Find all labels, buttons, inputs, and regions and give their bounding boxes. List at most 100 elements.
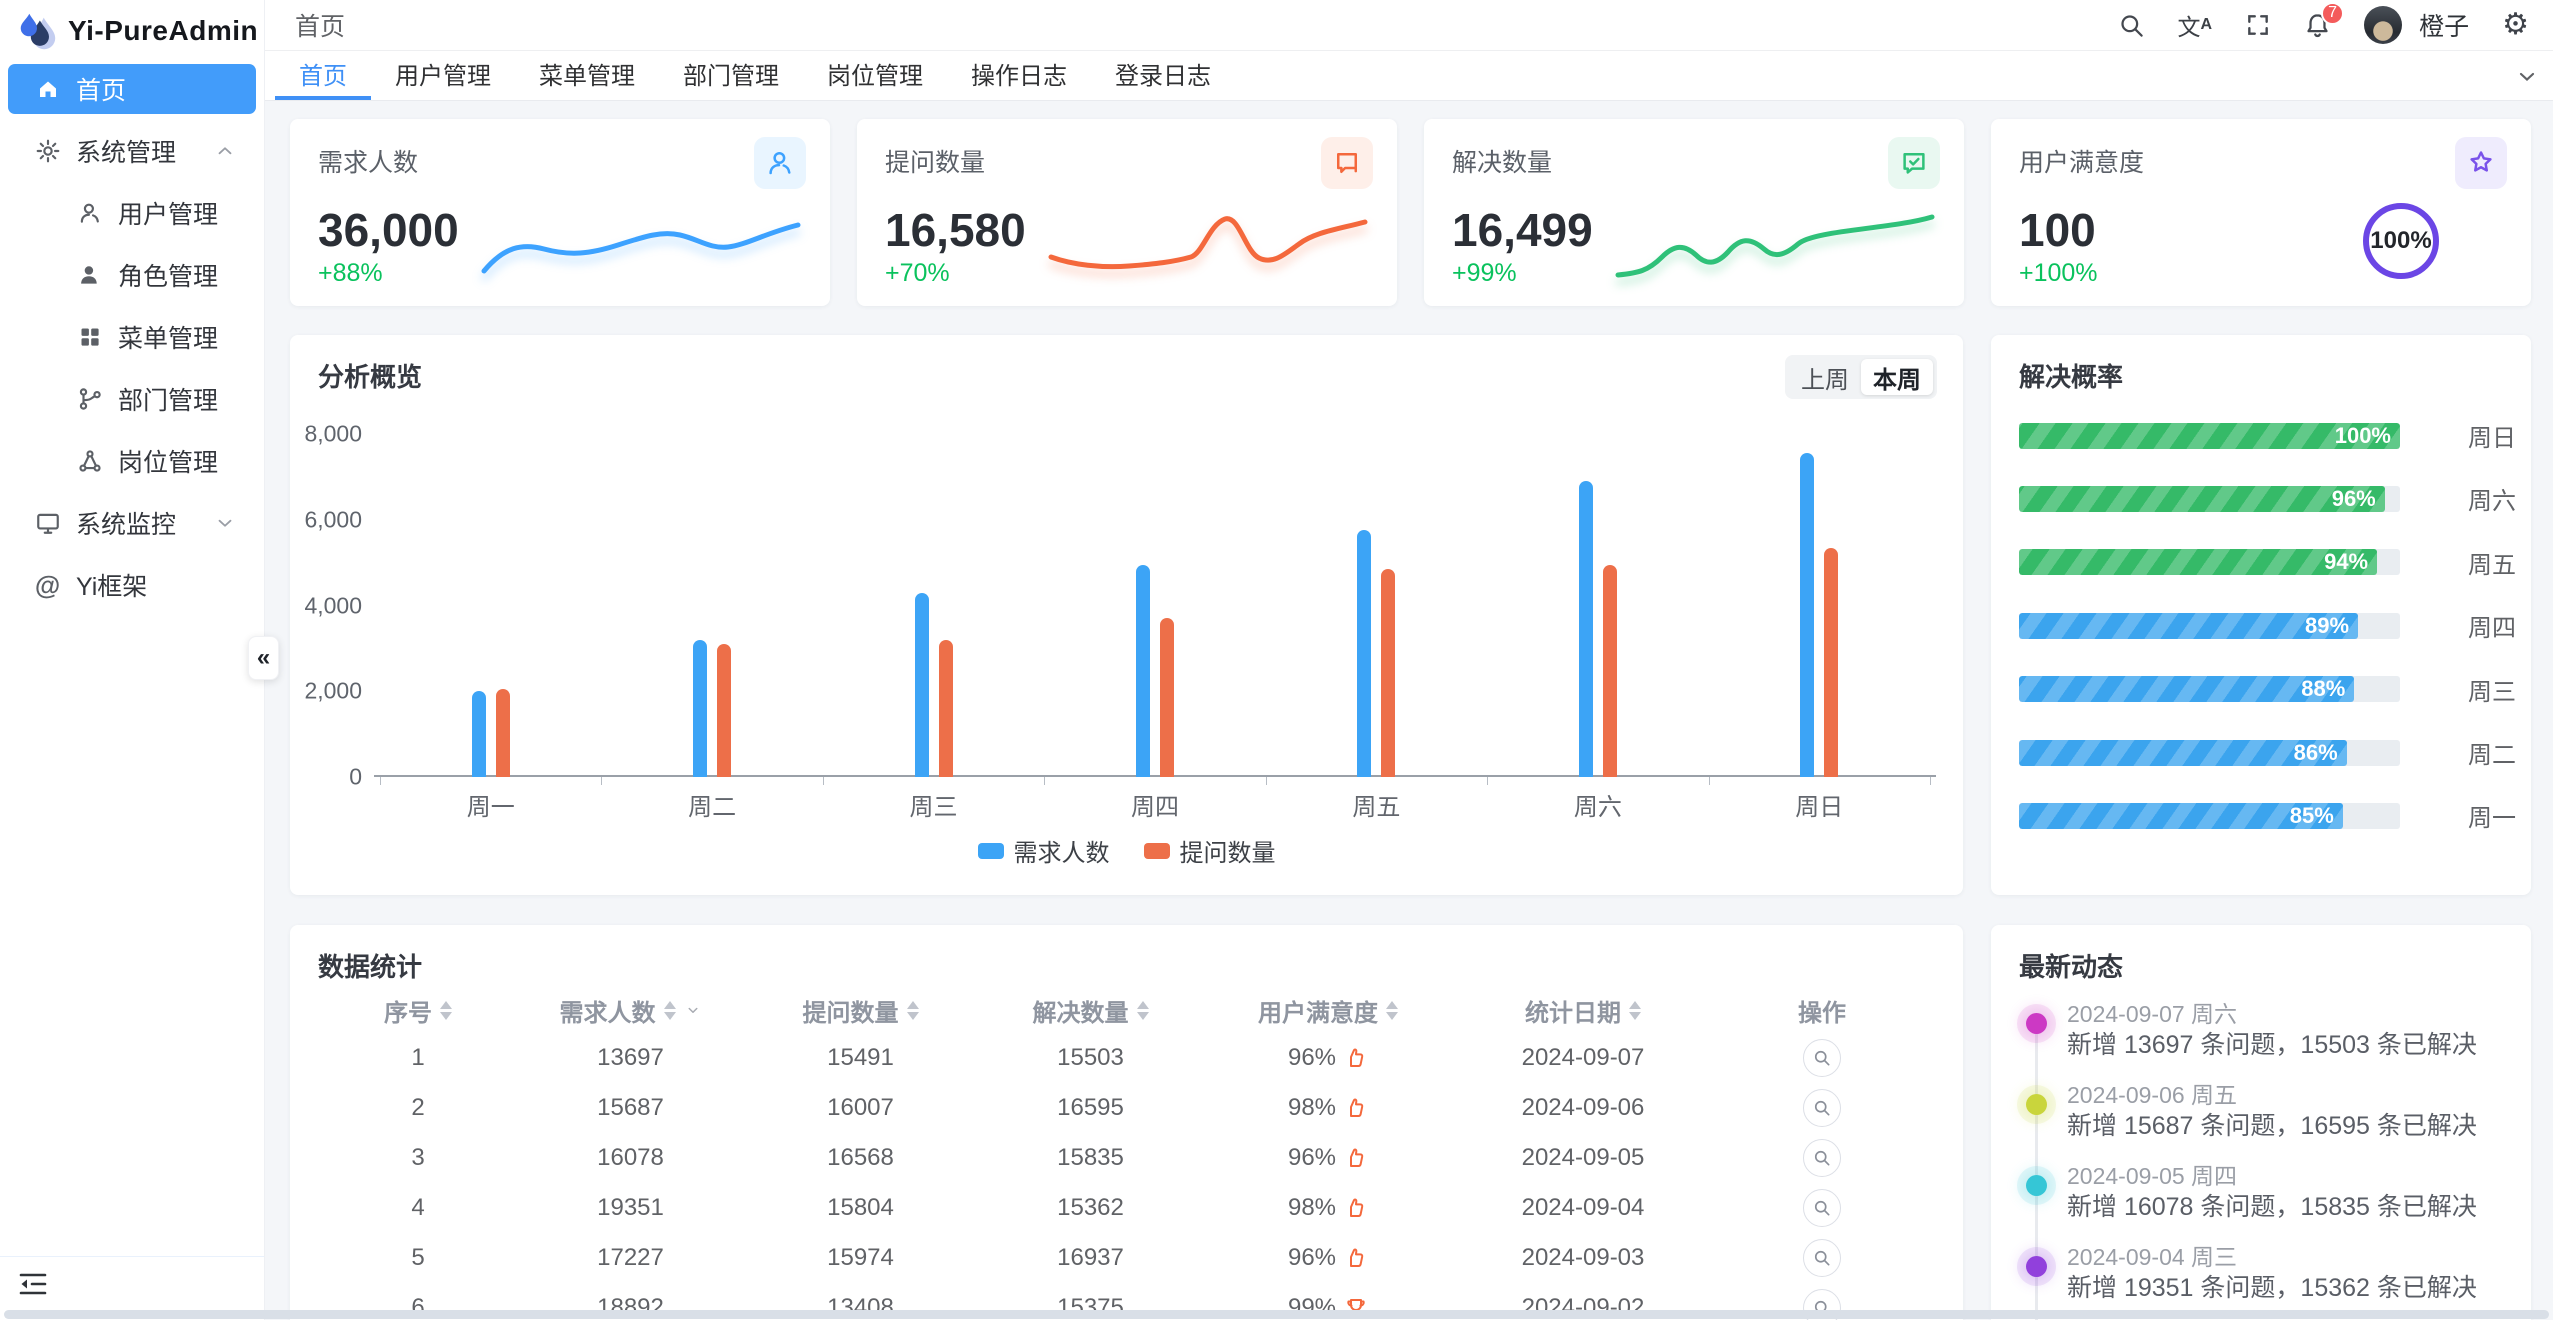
bar-需求人数-周四 — [1136, 564, 1150, 777]
table-cell: 13697 — [597, 1044, 664, 1071]
bell-icon[interactable]: 7 — [2304, 1, 2345, 39]
progress-track: 88% — [2019, 676, 2400, 703]
sidebar-item-Yi框架[interactable]: @ Yi框架 — [8, 560, 256, 610]
sort-caret-icon[interactable] — [1386, 1000, 1398, 1020]
bar-需求人数-周日 — [1800, 453, 1815, 777]
column-header-解决数量[interactable]: 解决数量 — [978, 993, 1203, 1028]
table-cell — [1713, 1239, 1931, 1277]
sidebar-item-部门管理[interactable]: 部门管理 — [8, 374, 256, 424]
tabbar-chevron-down-icon[interactable] — [2515, 51, 2539, 100]
toggle-上周[interactable]: 上周 — [1801, 366, 1849, 394]
progress-label: 周一 — [2468, 805, 2516, 833]
stat-card-value: 100 — [2019, 204, 2096, 256]
solve-row-周六: 96% 周六 — [2019, 481, 2516, 516]
sidebar-item-菜单管理[interactable]: 菜单管理 — [8, 312, 256, 362]
horizontal-scrollbar[interactable] — [4, 1310, 2549, 1319]
stat-card-提问数量: 提问数量 16,580 +70% — [857, 119, 1397, 306]
tab-用户管理[interactable]: 用户管理 — [395, 63, 491, 90]
sort-caret-icon[interactable] — [663, 1000, 676, 1020]
sort-caret-icon[interactable] — [1629, 1000, 1641, 1020]
role-icon — [76, 262, 103, 289]
sort-caret-icon[interactable] — [1136, 1000, 1149, 1020]
search-icon[interactable] — [2118, 12, 2145, 39]
sidebar-item-系统管理[interactable]: 系统管理 — [8, 126, 256, 176]
progress-label: 周日 — [2468, 425, 2516, 452]
sidebar-item-角色管理[interactable]: 角色管理 — [8, 250, 256, 300]
satisfaction-value: 96% — [1287, 1244, 1337, 1271]
overview-bar-chart: 0 2,000 4,000 6,000 8,000 周一 周二 周三 周四 周五 周六 周日 需求人数 提… — [290, 335, 1963, 895]
sidebar-collapse-button[interactable]: « — [248, 636, 279, 680]
sidebar-item-首页[interactable]: 首页 — [8, 64, 256, 114]
tab-操作日志[interactable]: 操作日志 — [971, 63, 1067, 90]
column-header-操作[interactable]: 操作 — [1713, 993, 1931, 1028]
column-header-label: 用户满意度 — [1258, 999, 1378, 1027]
avatar[interactable] — [2364, 6, 2403, 44]
view-row-button[interactable] — [1803, 1089, 1841, 1127]
tab-岗位管理[interactable]: 岗位管理 — [827, 63, 923, 90]
sort-caret-icon[interactable] — [906, 1000, 919, 1020]
view-row-button[interactable] — [1803, 1239, 1841, 1277]
solve-row-周三: 88% 周三 — [2019, 672, 2516, 707]
progress-value: 88% — [2301, 676, 2346, 702]
legend-item-提问数量[interactable]: 提问数量 — [1143, 833, 1276, 868]
analysis-overview-card: 分析概览 上周 本周 0 2,000 4,000 6,000 8,000 周一 周二 周三 周四 周… — [290, 335, 1963, 895]
tab-菜单管理[interactable]: 菜单管理 — [539, 63, 635, 90]
settings-gear-icon[interactable]: ⚙ — [2502, 8, 2529, 41]
stat-card-value: 16,580 — [885, 204, 1026, 256]
x-axis-label: 周二 — [688, 794, 737, 821]
username[interactable]: 橙子 — [2419, 13, 2470, 41]
sidebar-item-label: 用户管理 — [118, 201, 219, 229]
fullscreen-icon[interactable] — [2245, 12, 2271, 38]
app-title: Yi-PureAdmin — [68, 15, 259, 46]
sidebar-item-用户管理[interactable]: 用户管理 — [8, 188, 256, 238]
sidebar-item-label: 部门管理 — [118, 387, 219, 415]
bar-提问数量-周一 — [495, 689, 510, 777]
progress-fill: 86% — [2019, 739, 2347, 766]
filter-chevron-down-icon[interactable] — [684, 1001, 702, 1019]
view-row-button[interactable] — [1803, 1189, 1841, 1227]
table-cell: 15687 — [597, 1094, 664, 1121]
tabbar: 首页 用户管理 菜单管理 部门管理 岗位管理 操作日志 登录日志 — [265, 51, 2553, 101]
bar-提问数量-周五 — [1381, 569, 1396, 777]
column-header-需求人数[interactable]: 需求人数 — [518, 993, 743, 1028]
data-table: 序号 需求人数 提问数量 解决数量 用户满意度 统计日期 操作 1 13697 15491 1550… — [318, 987, 1935, 1320]
x-axis-label: 周五 — [1352, 794, 1401, 821]
view-row-button[interactable] — [1803, 1139, 1841, 1177]
sidebar-item-系统监控[interactable]: 系统监控 — [8, 498, 256, 548]
column-header-序号[interactable]: 序号 — [318, 993, 518, 1028]
table-cell: 15804 — [827, 1194, 894, 1221]
column-header-统计日期[interactable]: 统计日期 — [1453, 993, 1713, 1028]
tab-登录日志[interactable]: 登录日志 — [1115, 63, 1211, 90]
menu-fold-icon[interactable] — [18, 1271, 48, 1297]
timeline-date: 2024-09-04 周三 — [2067, 1244, 2238, 1270]
toggle-本周[interactable]: 本周 — [1861, 359, 1933, 395]
monitor-icon — [34, 510, 61, 537]
stat-card-title: 需求人数 — [318, 149, 419, 177]
breadcrumb[interactable]: 首页 — [295, 13, 346, 41]
legend-item-需求人数[interactable]: 需求人数 — [977, 833, 1110, 868]
sidebar-item-label: 首页 — [76, 77, 127, 105]
progress-value: 94% — [2324, 549, 2369, 575]
thumb-up-icon — [1344, 1096, 1368, 1120]
satisfaction-value: 96% — [1287, 1144, 1337, 1171]
table-cell: 19351 — [597, 1194, 664, 1221]
progress-label: 周五 — [2468, 551, 2516, 579]
tab-部门管理[interactable]: 部门管理 — [683, 63, 779, 90]
column-header-提问数量[interactable]: 提问数量 — [743, 993, 978, 1028]
stat-card-delta: +88% — [318, 259, 383, 287]
column-header-用户满意度[interactable]: 用户满意度 — [1203, 993, 1453, 1028]
stat-user-icon — [754, 137, 806, 189]
thumb-up-icon — [1344, 1046, 1368, 1070]
gear-icon — [34, 138, 61, 165]
sidebar-item-岗位管理[interactable]: 岗位管理 — [8, 436, 256, 486]
view-row-button[interactable] — [1803, 1039, 1841, 1077]
tab-首页[interactable]: 首页 — [275, 51, 371, 100]
progress-fill: 88% — [2019, 676, 2354, 703]
timeline-dot — [2026, 1256, 2047, 1277]
sidebar-item-label: 角色管理 — [118, 263, 219, 291]
sort-caret-icon[interactable] — [440, 1000, 452, 1020]
timeline-date: 2024-09-06 周五 — [2067, 1082, 2238, 1108]
